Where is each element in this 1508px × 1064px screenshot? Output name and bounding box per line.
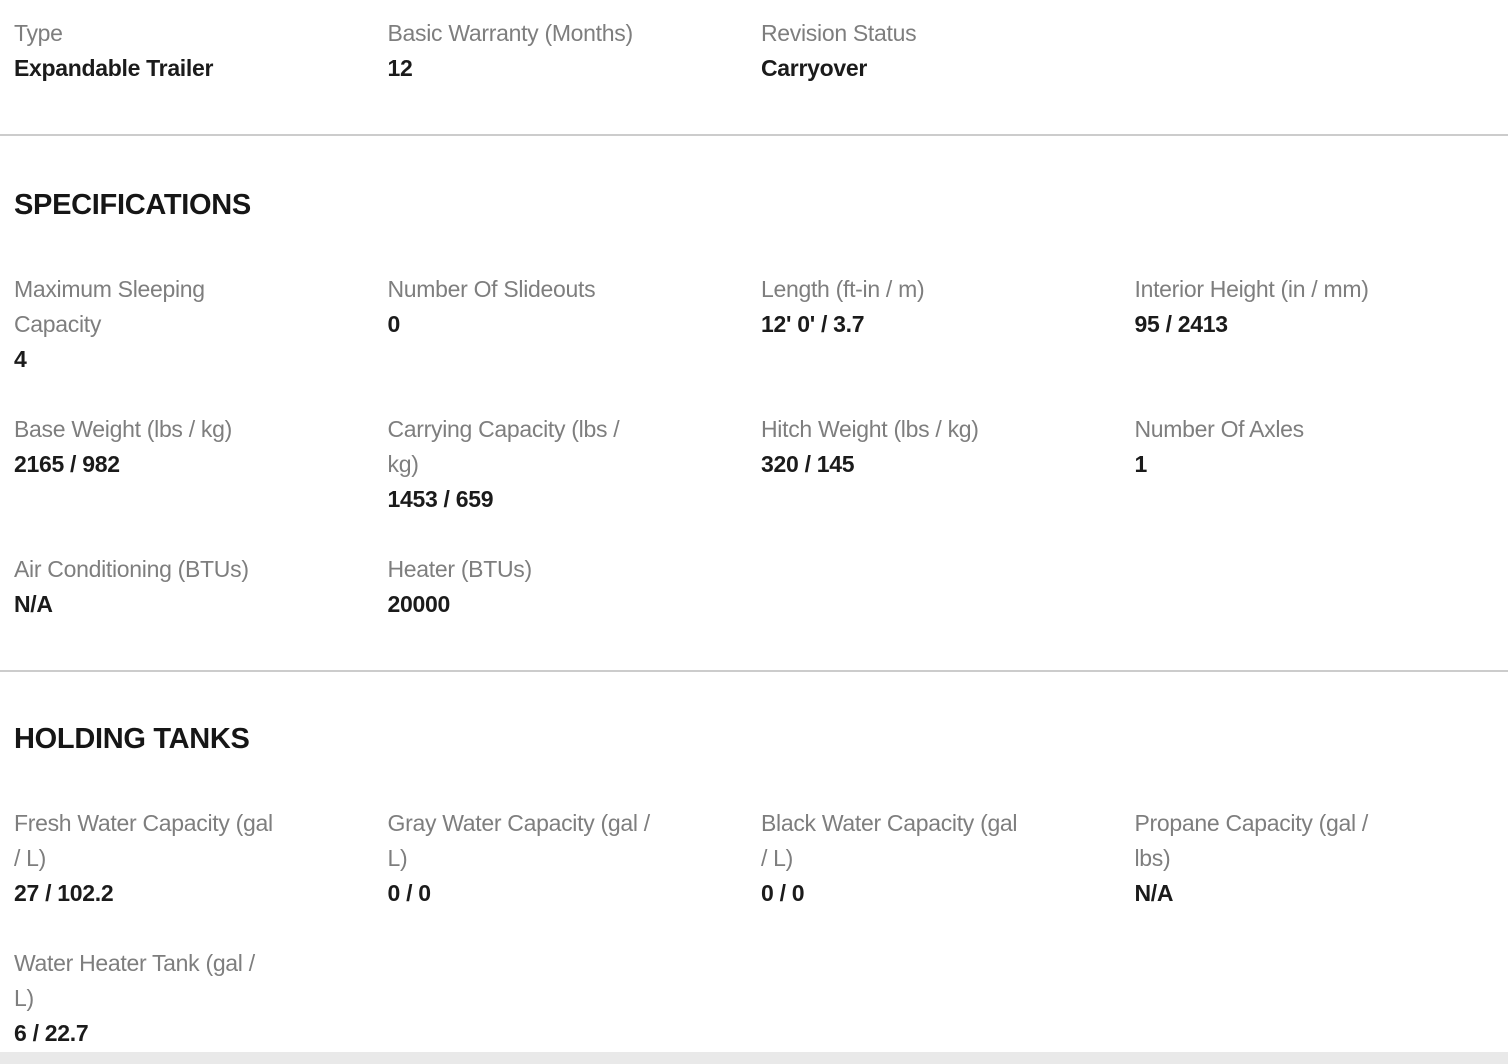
field-type: Type Expandable Trailer bbox=[14, 16, 388, 86]
field-gray-water-capacity-label: Gray Water Capacity (gal / L) bbox=[387, 810, 651, 871]
field-propane-capacity-value: N/A bbox=[1134, 880, 1174, 906]
field-number-of-slideouts-value: 0 bbox=[387, 311, 401, 337]
field-basic-warranty: Basic Warranty (Months) 12 bbox=[388, 16, 762, 86]
field-black-water-capacity: Black Water Capacity (gal / L) 0 / 0 bbox=[761, 806, 1135, 911]
field-carrying-capacity-value: 1453 / 659 bbox=[387, 486, 494, 512]
specifications-row-1: Maximum Sleeping Capacity 4 Number Of Sl… bbox=[0, 272, 1508, 377]
field-air-conditioning-value: N/A bbox=[14, 591, 53, 617]
field-length-value: 12' 0' / 3.7 bbox=[761, 311, 865, 337]
field-interior-height-label: Interior Height (in / mm) bbox=[1134, 276, 1369, 302]
field-hitch-weight-label: Hitch Weight (lbs / kg) bbox=[761, 416, 979, 442]
field-interior-height-value: 95 / 2413 bbox=[1134, 311, 1229, 337]
field-heater-value: 20000 bbox=[387, 591, 451, 617]
tanks-empty-cell-2 bbox=[761, 946, 1135, 1051]
field-length: Length (ft-in / m) 12' 0' / 3.7 bbox=[761, 272, 1135, 377]
field-length-label: Length (ft-in / m) bbox=[761, 276, 925, 302]
specifications-row-2: Base Weight (lbs / kg) 2165 / 982 Carryi… bbox=[0, 412, 1508, 517]
field-water-heater-tank-label: Water Heater Tank (gal / L) bbox=[14, 950, 255, 1011]
field-basic-warranty-value: 12 bbox=[387, 55, 413, 81]
field-max-sleeping-capacity-value: 4 bbox=[14, 346, 27, 372]
field-type-value: Expandable Trailer bbox=[14, 55, 214, 81]
holding-tanks-row-2: Water Heater Tank (gal / L) 6 / 22.7 bbox=[0, 946, 1508, 1051]
field-air-conditioning-label: Air Conditioning (BTUs) bbox=[14, 556, 249, 582]
field-gray-water-capacity-value: 0 / 0 bbox=[387, 880, 432, 906]
field-interior-height: Interior Height (in / mm) 95 / 2413 bbox=[1135, 272, 1508, 377]
field-type-label: Type bbox=[14, 20, 63, 46]
field-heater-label: Heater (BTUs) bbox=[387, 556, 533, 582]
field-fresh-water-capacity-value: 27 / 102.2 bbox=[14, 880, 114, 906]
field-hitch-weight: Hitch Weight (lbs / kg) 320 / 145 bbox=[761, 412, 1135, 517]
specifications-row-3: Air Conditioning (BTUs) N/A Heater (BTUs… bbox=[0, 552, 1508, 622]
field-max-sleeping-capacity-label: Maximum Sleeping Capacity bbox=[14, 276, 205, 337]
holding-tanks-heading: HOLDING TANKS bbox=[14, 723, 250, 755]
field-fresh-water-capacity: Fresh Water Capacity (gal / L) 27 / 102.… bbox=[14, 806, 388, 911]
field-black-water-capacity-label: Black Water Capacity (gal / L) bbox=[761, 810, 1018, 871]
field-number-of-slideouts: Number Of Slideouts 0 bbox=[388, 272, 762, 377]
holding-tanks-row-1: Fresh Water Capacity (gal / L) 27 / 102.… bbox=[0, 806, 1508, 911]
specs-empty-cell-1 bbox=[761, 552, 1135, 622]
field-number-of-axles: Number Of Axles 1 bbox=[1135, 412, 1508, 517]
tanks-empty-cell-3 bbox=[1135, 946, 1508, 1051]
field-hitch-weight-value: 320 / 145 bbox=[761, 451, 855, 477]
field-number-of-axles-value: 1 bbox=[1134, 451, 1148, 477]
specs-empty-cell-2 bbox=[1135, 552, 1508, 622]
field-propane-capacity: Propane Capacity (gal / lbs) N/A bbox=[1135, 806, 1508, 911]
field-heater: Heater (BTUs) 20000 bbox=[388, 552, 762, 622]
field-air-conditioning: Air Conditioning (BTUs) N/A bbox=[14, 552, 388, 622]
field-water-heater-tank: Water Heater Tank (gal / L) 6 / 22.7 bbox=[14, 946, 388, 1051]
field-water-heater-tank-value: 6 / 22.7 bbox=[14, 1020, 89, 1046]
field-fresh-water-capacity-label: Fresh Water Capacity (gal / L) bbox=[14, 810, 273, 871]
field-gray-water-capacity: Gray Water Capacity (gal / L) 0 / 0 bbox=[388, 806, 762, 911]
field-number-of-axles-label: Number Of Axles bbox=[1134, 416, 1305, 442]
tanks-empty-cell-1 bbox=[388, 946, 762, 1051]
field-basic-warranty-label: Basic Warranty (Months) bbox=[387, 20, 634, 46]
overview-row: Type Expandable Trailer Basic Warranty (… bbox=[0, 0, 1508, 86]
specifications-heading: SPECIFICATIONS bbox=[14, 189, 251, 221]
overview-empty-cell bbox=[1135, 16, 1508, 86]
field-base-weight: Base Weight (lbs / kg) 2165 / 982 bbox=[14, 412, 388, 517]
field-black-water-capacity-value: 0 / 0 bbox=[761, 880, 805, 906]
field-number-of-slideouts-label: Number Of Slideouts bbox=[387, 276, 596, 302]
section-divider bbox=[0, 134, 1508, 136]
field-max-sleeping-capacity: Maximum Sleeping Capacity 4 bbox=[14, 272, 388, 377]
field-revision-status: Revision Status Carryover bbox=[761, 16, 1135, 86]
bottom-section-edge bbox=[0, 1052, 1508, 1064]
field-carrying-capacity-label: Carrying Capacity (lbs / kg) bbox=[387, 416, 620, 477]
field-carrying-capacity: Carrying Capacity (lbs / kg) 1453 / 659 bbox=[388, 412, 762, 517]
field-revision-status-value: Carryover bbox=[761, 55, 867, 81]
field-propane-capacity-label: Propane Capacity (gal / lbs) bbox=[1134, 810, 1369, 871]
field-revision-status-label: Revision Status bbox=[761, 20, 917, 46]
section-divider bbox=[0, 670, 1508, 672]
field-base-weight-label: Base Weight (lbs / kg) bbox=[14, 416, 232, 442]
field-base-weight-value: 2165 / 982 bbox=[14, 451, 120, 477]
